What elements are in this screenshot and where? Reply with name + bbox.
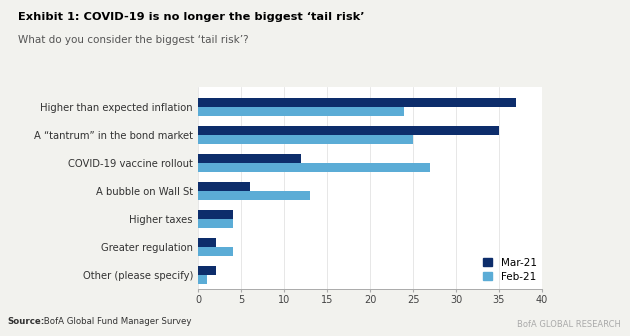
Bar xyxy=(198,154,302,163)
Bar xyxy=(198,247,233,256)
Bar xyxy=(198,135,413,144)
Legend: Mar-21, Feb-21: Mar-21, Feb-21 xyxy=(483,258,537,282)
Bar xyxy=(198,219,233,228)
Text: Source:: Source: xyxy=(8,317,45,326)
Bar xyxy=(198,126,499,135)
Bar xyxy=(198,210,233,219)
Bar xyxy=(198,98,516,107)
Text: BofA GLOBAL RESEARCH: BofA GLOBAL RESEARCH xyxy=(517,320,621,329)
Bar xyxy=(198,191,310,200)
Bar xyxy=(198,163,430,172)
Bar xyxy=(198,107,404,116)
Bar xyxy=(198,238,215,247)
Text: Exhibit 1: COVID-19 is no longer the biggest ‘tail risk’: Exhibit 1: COVID-19 is no longer the big… xyxy=(18,12,364,22)
Text: BofA Global Fund Manager Survey: BofA Global Fund Manager Survey xyxy=(41,317,192,326)
Bar xyxy=(198,275,207,284)
Bar xyxy=(198,182,250,191)
Text: What do you consider the biggest ‘tail risk’?: What do you consider the biggest ‘tail r… xyxy=(18,35,248,45)
Bar xyxy=(198,266,215,275)
